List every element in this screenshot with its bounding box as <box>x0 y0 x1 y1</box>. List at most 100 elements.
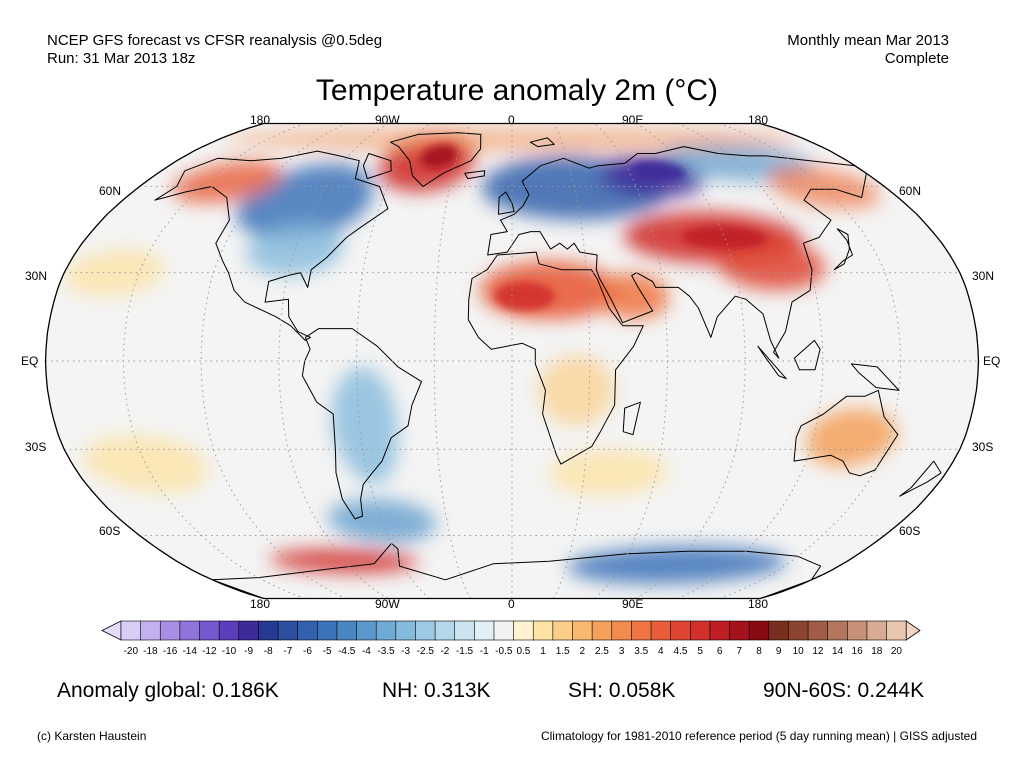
colorbar-swatch <box>434 620 456 641</box>
colorbar-swatch <box>807 620 829 641</box>
land-south-america <box>301 328 422 520</box>
colorbar-label: 2 <box>579 646 586 657</box>
colorbar-swatch <box>591 620 613 641</box>
lon-label-bottom-180w: 180 <box>250 597 271 611</box>
lat-label-left-eq: EQ <box>21 354 39 368</box>
land-north-america <box>154 150 389 341</box>
colorbar-label: -0.5 <box>495 646 513 657</box>
colorbar-label: -9 <box>244 646 254 657</box>
core-warm-sahara <box>494 281 556 311</box>
climatology-note: Climatology for 1981-2010 reference peri… <box>540 729 977 743</box>
colorbar-swatch <box>277 620 299 641</box>
land-borneo <box>793 339 821 371</box>
colorbar-swatch <box>218 620 240 641</box>
warm-anomaly-alaska <box>171 161 282 203</box>
colorbar-swatch <box>474 620 495 641</box>
lat-label-left-60n: 60N <box>99 184 122 198</box>
colorbar-swatch <box>768 620 790 641</box>
cool-anomaly-southern-ocean <box>327 499 437 544</box>
colorbar-swatch <box>670 620 691 641</box>
colorbar-swatch <box>159 620 181 641</box>
colorbar-swatch <box>140 620 161 641</box>
colorbar-label: 7 <box>736 646 743 657</box>
warm-anomaly-china <box>716 237 825 290</box>
colorbar-label: 9 <box>775 646 782 657</box>
meridian <box>552 123 591 599</box>
colorbar-label: -7 <box>283 646 293 657</box>
continent-outlines <box>154 132 942 599</box>
colorbar-swatch <box>788 620 809 641</box>
colorbar-low-arrow <box>101 620 122 641</box>
colorbar-swatch <box>572 620 593 641</box>
colorbar-swatch <box>650 620 672 641</box>
land-japan <box>833 228 853 271</box>
colorbar-label: -6 <box>303 646 312 657</box>
lon-label-top-0: 0 <box>508 113 515 127</box>
colorbar-label: 12 <box>812 646 824 657</box>
colorbar-swatch <box>199 620 220 641</box>
anomaly-cores <box>420 144 768 311</box>
colorbar-swatch <box>316 620 338 641</box>
globe-outline <box>44 122 980 600</box>
nh-anomaly: NH: 0.313K <box>382 679 491 702</box>
lat-label-right-60s: 60S <box>899 524 921 538</box>
lon-label-top-90w: 90W <box>375 113 400 127</box>
colorbar-label: 0.5 <box>516 646 531 657</box>
meridian <box>278 123 389 599</box>
colorbar-swatch <box>729 620 750 641</box>
colorbar-swatch <box>748 620 770 641</box>
colorbar-swatch <box>297 620 318 641</box>
lat-label-right-60n: 60N <box>899 184 922 198</box>
lat-label-right-eq: EQ <box>983 354 1001 368</box>
colorbar-swatch <box>493 620 515 641</box>
colorbar-label: 5 <box>697 646 703 657</box>
core-cold-siberia <box>630 160 687 182</box>
period-label: Monthly mean Mar 2013 <box>787 32 949 49</box>
status-label: Complete <box>884 50 949 67</box>
lon-label-bottom-90e: 90E <box>622 597 644 611</box>
land-africa <box>467 251 644 465</box>
colorbar-label: 4.5 <box>673 646 688 657</box>
credit: (c) Karsten Haustein <box>37 729 147 743</box>
colorbar-swatch <box>709 620 731 641</box>
colorbar-label: -2.5 <box>416 646 434 657</box>
colorbar-label: -14 <box>182 646 197 657</box>
warm-anomaly-south-indian <box>548 449 669 496</box>
colorbar-swatch <box>454 620 475 641</box>
warm-anomaly-arctic <box>222 128 802 151</box>
colorbar-label: 14 <box>831 646 844 657</box>
colorbar-swatch <box>238 620 260 641</box>
core-warm-asia <box>682 226 768 249</box>
colorbar-label: 20 <box>890 646 902 657</box>
colorbar-label: 4 <box>658 646 664 657</box>
colorbar-label: -12 <box>202 646 217 657</box>
meridian <box>635 123 746 599</box>
lat-label-right-30s: 30S <box>972 440 994 454</box>
colorbar-swatch <box>513 620 534 641</box>
meridian <box>122 123 306 599</box>
colorbar-label: -3 <box>401 646 411 657</box>
map-title: Temperature anomaly 2m (°C) <box>315 74 719 107</box>
colorbar-label: -4 <box>361 646 371 657</box>
colorbar-label: 8 <box>756 646 762 657</box>
colorbar-swatch <box>336 620 358 641</box>
colorbar-label: 1 <box>540 646 546 657</box>
colorbar-swatch <box>847 620 868 641</box>
meridian <box>677 123 824 599</box>
lon-label-top-180w: 180 <box>250 113 271 127</box>
colorbar-label: 18 <box>871 646 883 657</box>
colorbar-label: -1.5 <box>455 646 474 657</box>
colorbar-swatch <box>356 620 377 641</box>
colorbar-label: -16 <box>162 646 178 657</box>
colorbar-label: -18 <box>143 646 158 657</box>
colorbar-swatch <box>258 620 279 641</box>
colorbar-label: 6 <box>716 646 723 657</box>
cool-anomaly-south-america <box>331 367 398 484</box>
land-baffin-island <box>362 153 392 180</box>
land-svalbard <box>529 137 555 148</box>
colorbar-high-arrow <box>905 620 921 641</box>
lat-label-left-30n: 30N <box>25 269 48 283</box>
cold-anomaly-east-antarctica <box>566 546 787 584</box>
